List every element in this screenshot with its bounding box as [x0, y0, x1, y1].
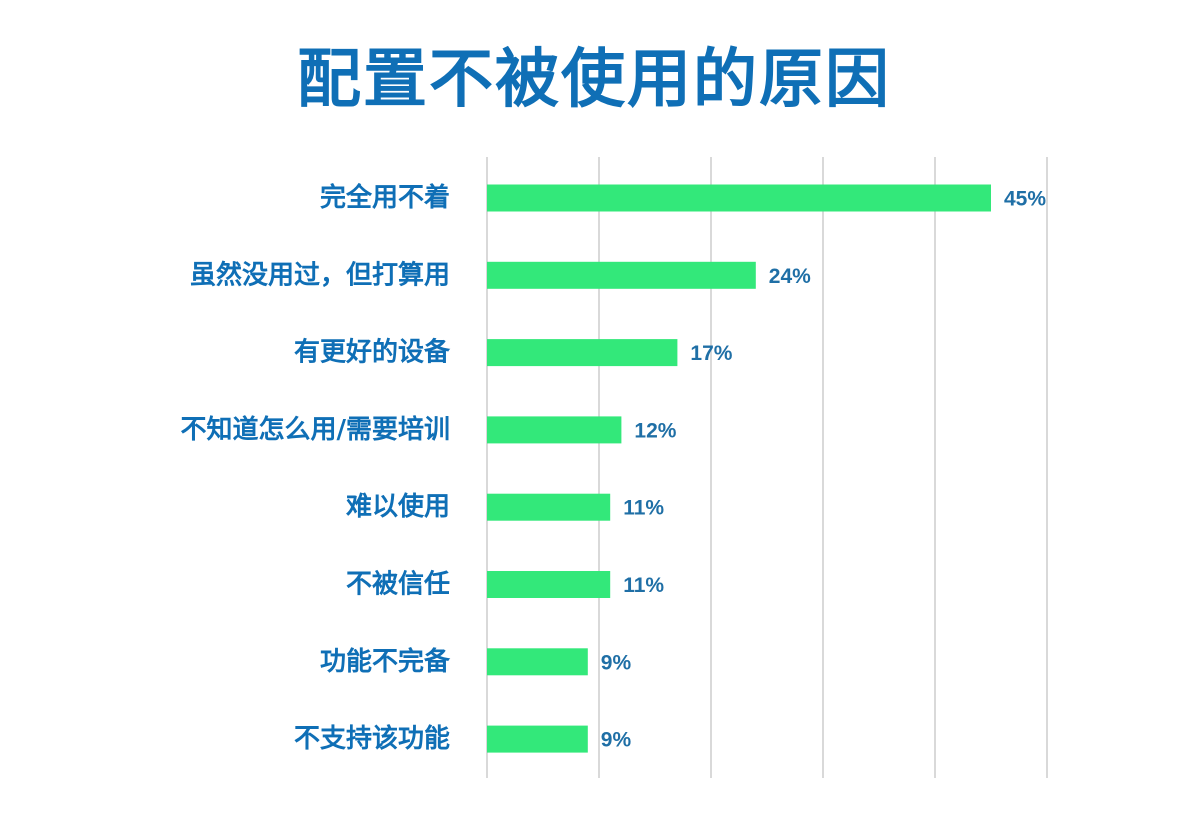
bar [487, 261, 756, 289]
value-labels: 45% 24% 17% 12% 11% 11% 9% 9% [601, 188, 1047, 752]
value-label: 11% [623, 574, 664, 597]
category-label: 不被信任 [346, 570, 450, 600]
category-label: 完全用不着 [320, 182, 450, 213]
category-label: 功能不完备 [320, 646, 451, 677]
bar [487, 493, 611, 521]
category-label: 不支持该功能 [294, 723, 450, 754]
bar [487, 184, 991, 212]
gridlines [486, 157, 1048, 778]
value-label: 12% [634, 419, 676, 442]
category-label: 有更好的设备 [294, 337, 451, 368]
value-label: 17% [690, 342, 732, 365]
category-label: 虽然没用过，但打算用 [190, 259, 450, 290]
bar [487, 416, 622, 444]
value-label: 9% [601, 651, 632, 674]
value-label: 45% [1004, 188, 1046, 211]
category-labels: 完全用不着虽然没用过，但打算用有更好的设备不知道怎么用/需要培训难以使用不被信任… [181, 182, 451, 754]
category-label: 不知道怎么用/需要培训 [181, 414, 451, 445]
bar [487, 725, 588, 753]
bar [487, 339, 678, 367]
value-label: 11% [623, 497, 664, 520]
bar [487, 571, 611, 598]
bars [487, 184, 991, 753]
value-label: 24% [769, 265, 811, 288]
value-label: 9% [601, 729, 632, 752]
chart-title: 配置不被使用的原因 [297, 43, 891, 117]
category-label: 难以使用 [346, 492, 450, 522]
bar [487, 648, 588, 676]
